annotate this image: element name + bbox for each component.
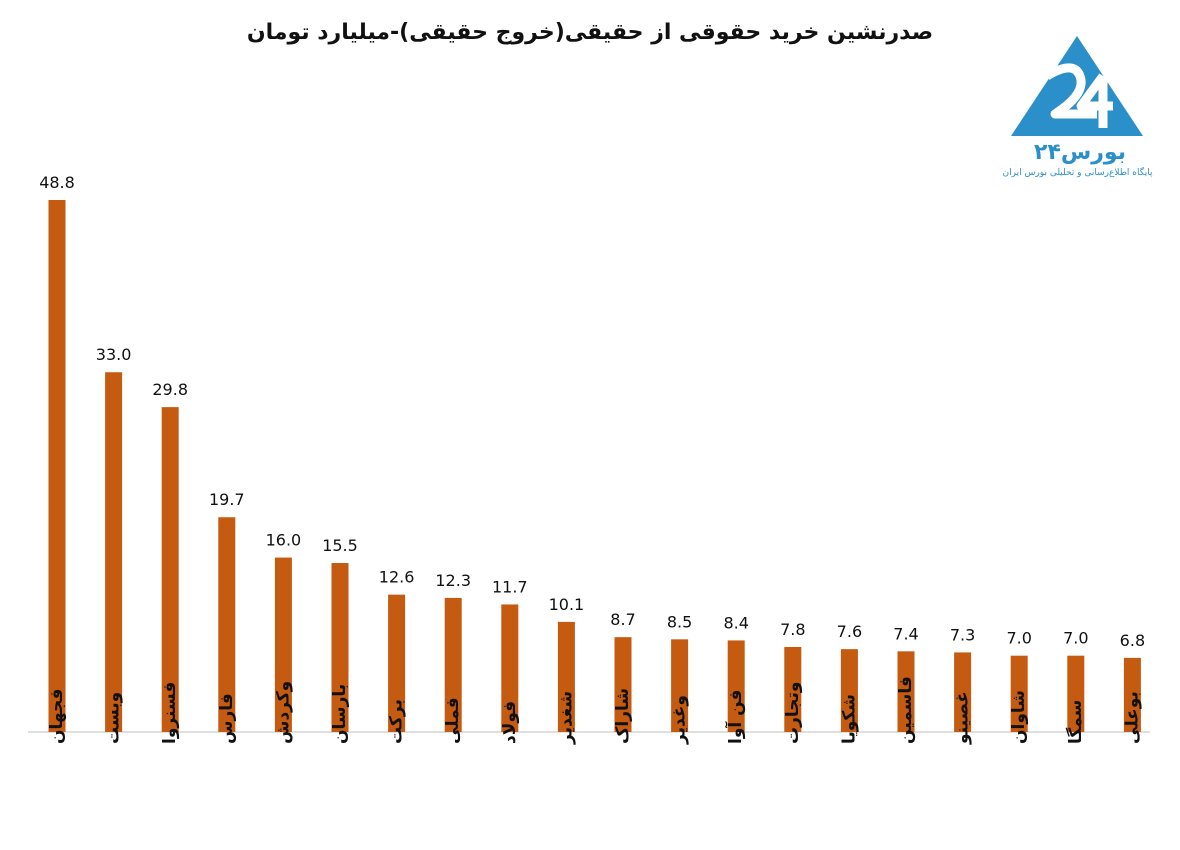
bar-4: [274, 557, 292, 732]
bar-value-label: 19.7: [209, 490, 245, 509]
category-label: بوعلی: [1122, 691, 1142, 744]
bar-value-label: 11.7: [492, 577, 528, 596]
bar-value-label: 7.3: [950, 625, 975, 644]
bar-value-label: 12.6: [379, 568, 415, 587]
bar-value-label: 29.8: [152, 380, 188, 399]
category-label: شکویا: [839, 694, 859, 744]
bar-10: [614, 637, 632, 732]
category-label: فاسمین: [896, 676, 916, 744]
category-label: فارس: [217, 693, 237, 744]
category-label: سمگا: [1065, 700, 1086, 744]
bar-11: [671, 639, 689, 732]
bar-13: [784, 646, 802, 732]
category-label: غصینو: [953, 691, 973, 745]
bar-value-label: 10.1: [549, 595, 585, 614]
category-label: برکت: [387, 699, 407, 744]
bar-12: [727, 640, 745, 732]
bar-value-label: 7.0: [1063, 629, 1088, 648]
logo-tagline: پایگاه اطلاع‌رسانی و تحلیلی بورس ایران: [1002, 168, 1153, 178]
bars-group: 48.8 فجهان 33.0 وبست 29.8 فسنروا 19.7 فارس 16.0 و…: [39, 173, 1145, 745]
category-label: وتجارت: [783, 682, 803, 744]
bar-value-label: 7.0: [1006, 629, 1031, 648]
bar-value-label: 7.8: [780, 620, 805, 639]
bar-value-label: 15.5: [322, 536, 358, 555]
bar-value-label: 33.0: [96, 345, 132, 364]
category-label: فولاد: [500, 701, 520, 744]
category-label: شغدیر: [556, 691, 576, 745]
category-label: فن آوا: [724, 689, 746, 744]
bar-value-label: 8.5: [667, 612, 692, 631]
bar-8: [501, 604, 519, 732]
bar-0: [48, 200, 66, 732]
bar-16: [954, 652, 972, 732]
logo-icon: [1011, 36, 1143, 136]
bar-1: [105, 372, 123, 732]
bar-value-label: 12.3: [435, 571, 471, 590]
bar-7: [444, 597, 462, 732]
category-label: وکردش: [273, 681, 293, 744]
category-label: وغدیر: [670, 695, 690, 745]
category-label: فسنروا: [160, 682, 180, 744]
bar-15: [897, 651, 915, 732]
bar-14: [840, 649, 858, 732]
category-label: فجهان: [47, 689, 67, 745]
bar-3: [218, 517, 236, 732]
category-label: فملی: [443, 697, 463, 744]
bar-17: [1010, 655, 1028, 732]
bar-19: [1123, 657, 1141, 732]
category-label: وبست: [104, 692, 124, 744]
bar-value-label: 16.0: [266, 531, 302, 550]
bar-value-label: 7.6: [837, 622, 862, 641]
category-label: شاوان: [1009, 690, 1029, 744]
logo-name: بورس۲۴: [1034, 140, 1126, 165]
bar-value-label: 8.7: [610, 610, 635, 629]
category-label: شاراک: [613, 688, 633, 744]
bar-value-label: 8.4: [723, 613, 748, 632]
bar-value-label: 6.8: [1120, 631, 1145, 650]
chart-title: صدرنشین خرید حقوقی از حقیقی(خروج حقیقی)-…: [246, 20, 934, 45]
bar-18: [1067, 655, 1085, 732]
bar-6: [388, 594, 406, 732]
category-label: بارسان: [330, 684, 350, 744]
bar-value-label: 48.8: [39, 173, 75, 192]
bar-5: [331, 563, 349, 732]
bar-2: [161, 407, 179, 732]
bar-9: [557, 621, 575, 732]
bar-value-label: 7.4: [893, 624, 918, 643]
